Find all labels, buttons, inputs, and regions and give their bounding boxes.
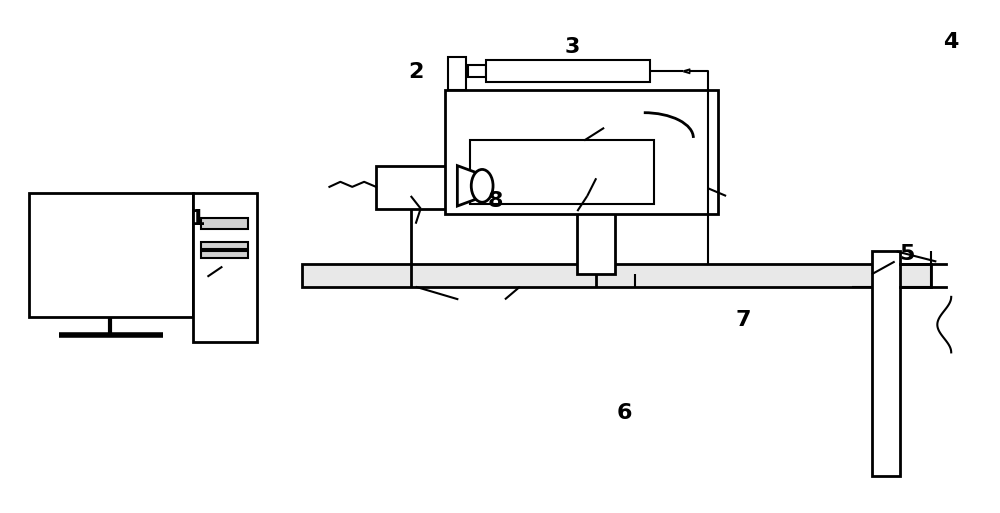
Text: 3: 3 — [565, 37, 580, 57]
Bar — [445, 90, 718, 213]
Text: 1: 1 — [190, 209, 205, 229]
Bar — [470, 141, 654, 204]
Bar — [468, 65, 486, 77]
Bar — [193, 193, 257, 342]
Bar — [201, 242, 248, 249]
Bar — [486, 60, 650, 83]
Bar — [201, 218, 248, 229]
Bar — [577, 179, 615, 274]
Ellipse shape — [471, 169, 493, 202]
Bar — [29, 193, 193, 317]
Text: 5: 5 — [899, 244, 914, 264]
Text: 2: 2 — [408, 62, 423, 82]
Text: 7: 7 — [735, 309, 751, 329]
Bar — [376, 166, 457, 209]
Bar — [302, 264, 931, 287]
Polygon shape — [457, 166, 475, 206]
Text: 6: 6 — [616, 403, 632, 423]
Text: 8: 8 — [487, 191, 503, 211]
Bar — [201, 251, 248, 258]
Text: 4: 4 — [944, 32, 959, 52]
Bar — [872, 251, 900, 476]
Bar — [448, 57, 466, 90]
